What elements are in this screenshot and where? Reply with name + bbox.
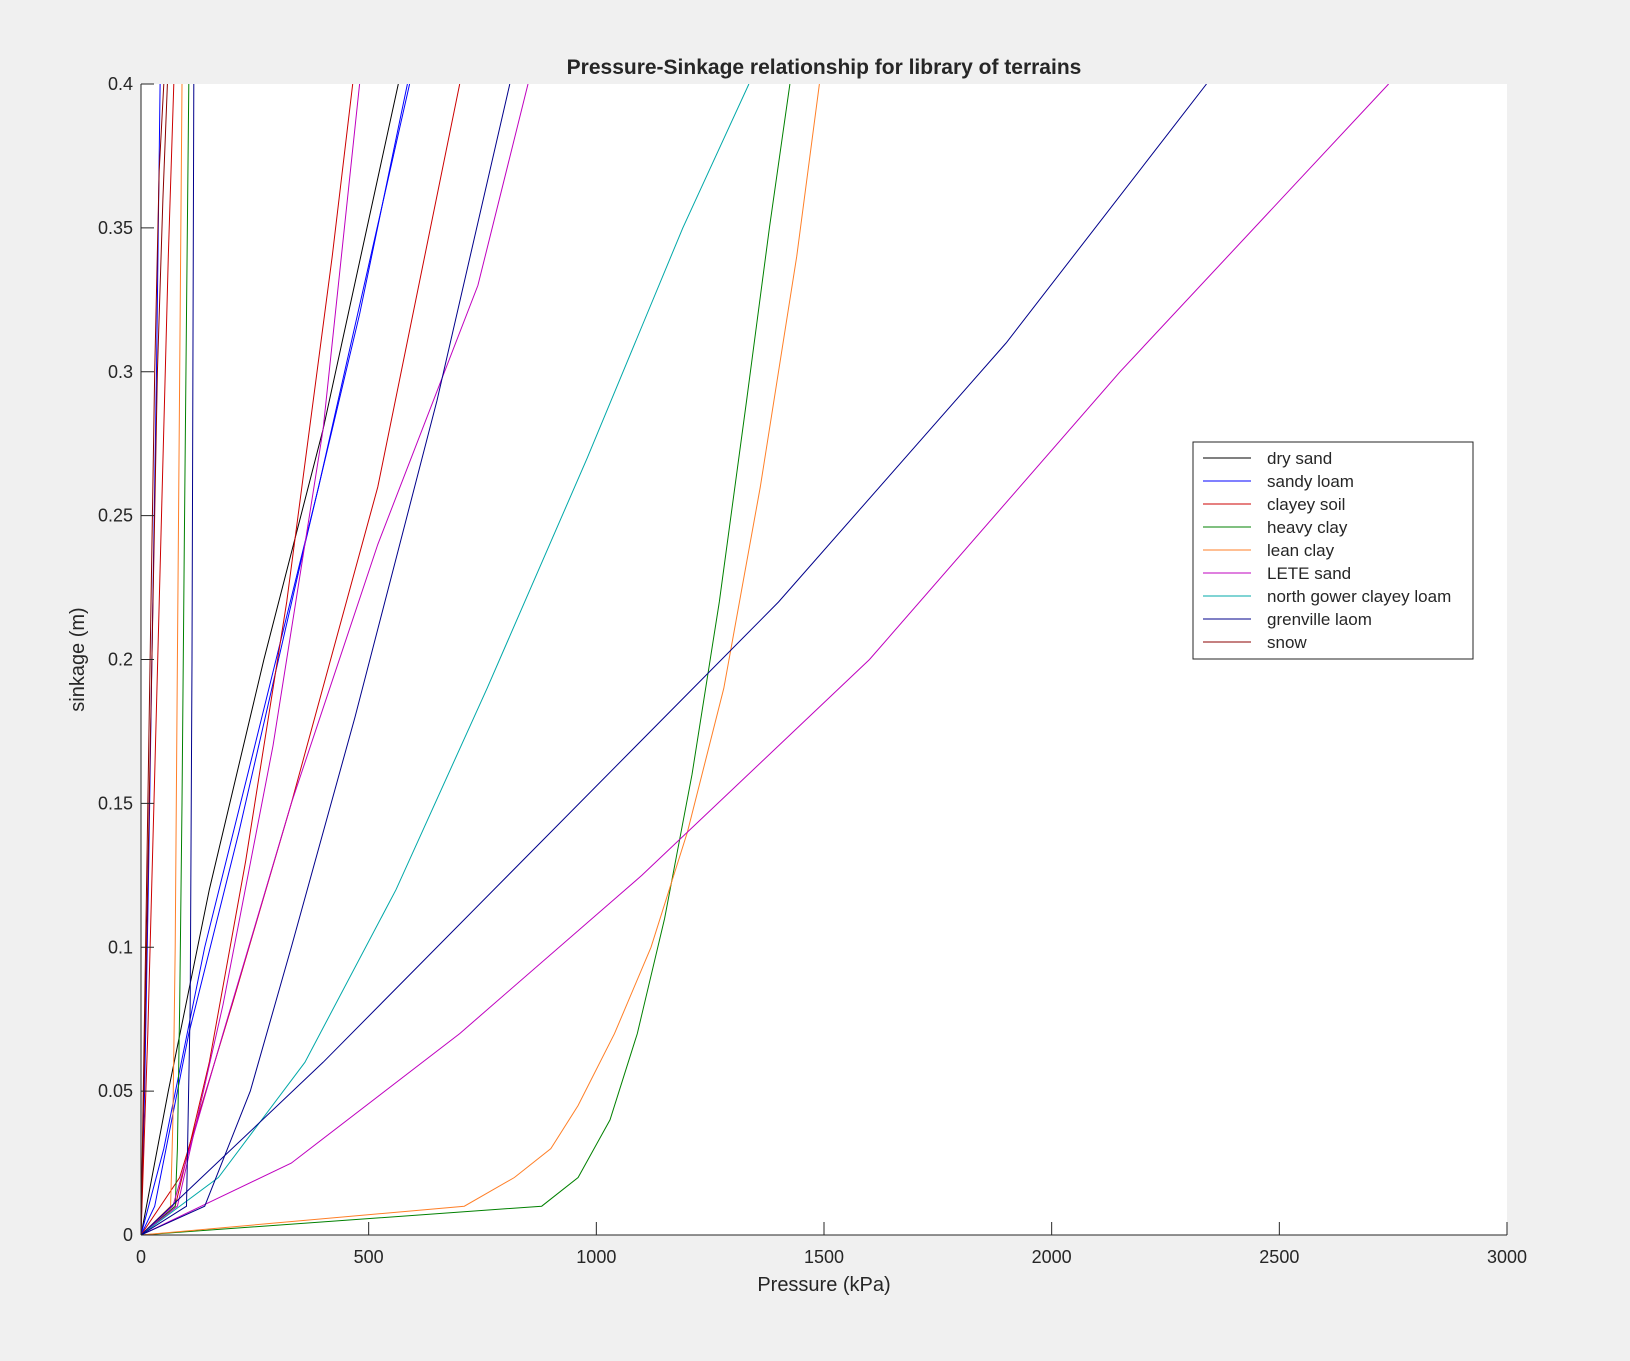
series-line-18 bbox=[141, 84, 195, 1235]
series-layer bbox=[141, 84, 1389, 1235]
legend-entry: clayey soil bbox=[1267, 495, 1345, 514]
series-line-1 bbox=[141, 84, 399, 1235]
x-tick-label: 2500 bbox=[1259, 1247, 1299, 1267]
legend-entry: lean clay bbox=[1267, 541, 1335, 560]
legend-entry: grenville laom bbox=[1267, 610, 1372, 629]
x-tick-label: 0 bbox=[136, 1247, 146, 1267]
y-tick-label: 0.1 bbox=[108, 937, 133, 957]
x-tick-label: 3000 bbox=[1487, 1247, 1527, 1267]
series-line-10 bbox=[141, 84, 820, 1235]
y-tick-label: 0.15 bbox=[98, 793, 133, 813]
legend-entry: heavy clay bbox=[1267, 518, 1348, 537]
legend-entry: north gower clayey loam bbox=[1267, 587, 1451, 606]
series-line-8 bbox=[141, 84, 791, 1235]
series-line-13 bbox=[141, 84, 361, 1235]
legend-entry: sandy loam bbox=[1267, 472, 1354, 491]
x-tick-label: 2000 bbox=[1032, 1247, 1072, 1267]
series-line-17 bbox=[141, 84, 511, 1235]
series-line-3 bbox=[141, 84, 411, 1235]
series-line-4 bbox=[141, 84, 408, 1235]
x-tick-label: 1500 bbox=[804, 1247, 844, 1267]
x-tick-label: 1000 bbox=[576, 1247, 616, 1267]
y-tick-label: 0.35 bbox=[98, 218, 133, 238]
series-line-12 bbox=[141, 84, 529, 1235]
y-tick-label: 0.05 bbox=[98, 1081, 133, 1101]
series-line-15 bbox=[141, 84, 750, 1235]
y-axis-label: sinkage (m) bbox=[67, 607, 89, 711]
series-line-14 bbox=[141, 84, 1389, 1235]
y-tick-label: 0 bbox=[123, 1225, 133, 1245]
legend-entry: dry sand bbox=[1267, 449, 1332, 468]
y-tick-label: 0.3 bbox=[108, 362, 133, 382]
x-axis-label: Pressure (kPa) bbox=[757, 1274, 890, 1296]
legend-entry: LETE sand bbox=[1267, 564, 1351, 583]
chart-title: Pressure-Sinkage relationship for librar… bbox=[567, 56, 1082, 79]
legend: dry sand sandy loam clayey soil heavy clay l… bbox=[1192, 441, 1474, 660]
series-line-11 bbox=[141, 84, 183, 1235]
y-tick-label: 0.25 bbox=[98, 506, 133, 526]
series-line-19 bbox=[141, 84, 168, 1235]
series-line-5 bbox=[141, 84, 175, 1235]
axes-layer: 0 500 1000 1500 2000 2500 3000 0 0.05 0.1 0.15 0.2 0… bbox=[98, 74, 1527, 1267]
y-tick-label: 0.2 bbox=[108, 650, 133, 670]
x-tick-label: 500 bbox=[354, 1247, 384, 1267]
y-tick-label: 0.4 bbox=[108, 74, 133, 94]
series-line-16 bbox=[141, 84, 1207, 1235]
legend-entry: snow bbox=[1267, 633, 1307, 652]
